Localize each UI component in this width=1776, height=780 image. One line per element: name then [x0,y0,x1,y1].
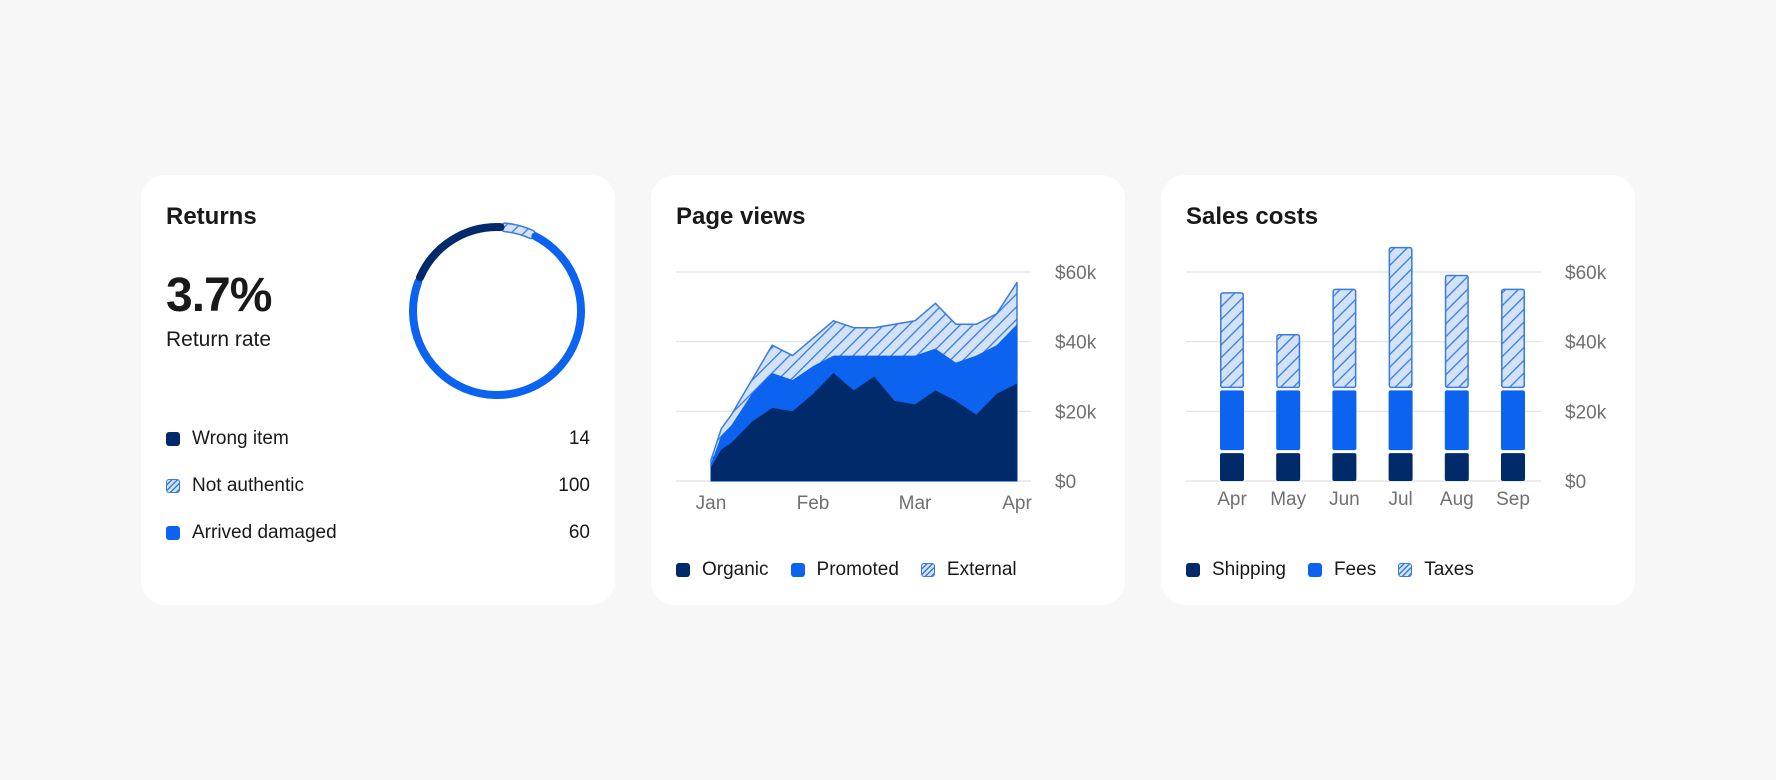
bar-segment-fees [1388,390,1413,451]
sales-costs-bar-chart: $0 $20k $40k $60k Apr May Jun Jul Aug Sep [1186,246,1607,510]
returns-donut-chart [409,222,585,399]
bar-sep [1501,288,1525,481]
bar-segment-taxes [1501,288,1525,389]
legend-item-fees: Fees [1307,559,1377,581]
donut-slice-not-authentic [501,223,535,238]
bar-segment-shipping [1276,453,1301,481]
legend-label: External [946,559,1017,580]
bar-segment-fees [1501,390,1525,451]
legend-row-arrived-damaged: Arrived damaged 60 [166,521,590,545]
legend-label: Not authentic [192,475,304,496]
page-views-title: Page views [676,203,806,230]
y-tick-label: $20k [1055,402,1097,423]
organic-swatch [676,563,690,577]
x-tick-label: Apr [1002,493,1032,514]
x-tick-label: Aug [1440,489,1474,510]
x-tick-label: Jul [1388,489,1412,510]
x-tick-label: May [1270,489,1306,510]
bar-jun [1332,288,1357,481]
legend-item-taxes: Taxes [1398,559,1474,581]
legend-label: Arrived damaged [192,522,337,543]
legend-label: Shipping [1212,559,1286,580]
donut-slice-arrived-damaged [409,232,585,399]
x-tick-label: Apr [1217,489,1247,510]
page-views-card: Page views $0 $20k $40k $60k Jan Feb Mar Apr Or… [651,175,1125,605]
x-tick-label: Jun [1329,489,1360,510]
bar-segment-taxes [1220,292,1244,389]
x-tick-label: Mar [899,493,932,514]
return-rate-value: 3.7% [166,269,272,322]
fees-swatch [1307,563,1322,577]
legend-row-not-authentic: Not authentic 100 [166,474,590,498]
bar-segment-fees [1444,390,1469,451]
bar-segment-shipping [1501,453,1525,481]
page-views-legend: Organic Promoted External [676,558,1039,582]
legend-label: Promoted [816,559,899,580]
bar-jul [1388,246,1413,481]
bar-segment-fees [1276,390,1301,451]
bar-segment-shipping [1220,453,1244,481]
not-authentic-swatch [166,479,180,493]
promoted-swatch [790,563,805,577]
x-tick-label: Sep [1496,489,1530,510]
legend-item-organic: Organic [676,559,769,581]
legend-item-shipping: Shipping [1186,559,1286,581]
legend-count: 60 [568,522,590,543]
donut-slice-wrong-item [416,223,505,282]
legend-count: 100 [558,475,590,496]
bar-segment-taxes [1444,274,1469,389]
arrived-damaged-swatch [166,526,180,540]
bar-segment-taxes [1276,333,1301,389]
bar-segment-shipping [1332,453,1357,481]
wrong-item-swatch [166,432,180,446]
y-tick-label: $60k [1055,263,1097,284]
return-rate-label: Return rate [166,328,272,351]
bar-segment-taxes [1388,246,1413,389]
external-swatch [920,563,935,577]
returns-card: Returns 3.7% Return rate Wrong item 14 N… [141,175,615,605]
bar-segment-fees [1332,390,1357,451]
sales-costs-legend: Shipping Fees Taxes [1186,558,1496,582]
y-tick-label: $40k [1565,333,1607,354]
shipping-swatch [1186,563,1200,577]
legend-row-wrong-item: Wrong item 14 [166,427,590,451]
bar-aug [1444,274,1469,481]
bar-segment-fees [1220,390,1244,451]
sales-costs-title: Sales costs [1186,203,1319,230]
bar-segment-shipping [1388,453,1413,481]
bar-may [1276,333,1301,481]
legend-item-external: External [920,559,1017,581]
legend-label: Organic [702,559,769,580]
legend-label: Wrong item [192,428,289,449]
bar-apr [1220,292,1244,481]
page-views-area-chart: $0 $20k $40k $60k Jan Feb Mar Apr [676,263,1097,514]
bar-segment-shipping [1444,453,1469,481]
returns-title: Returns [166,203,257,230]
bar-segment-taxes [1332,288,1357,389]
sales-costs-card: Sales costs $0 $20k $40k $60k Apr May Jun Jul Au… [1161,175,1635,605]
y-tick-label: $40k [1055,333,1097,354]
x-tick-label: Jan [696,493,727,514]
y-tick-label: $20k [1565,402,1607,423]
x-tick-label: Feb [797,493,830,514]
legend-item-promoted: Promoted [790,559,899,581]
y-tick-label: $0 [1055,472,1076,493]
legend-count: 14 [568,428,590,449]
legend-label: Fees [1333,559,1377,580]
area-organic [711,373,1017,481]
y-tick-label: $0 [1565,472,1586,493]
y-tick-label: $60k [1565,263,1607,284]
taxes-swatch [1398,563,1413,577]
legend-label: Taxes [1424,559,1474,580]
